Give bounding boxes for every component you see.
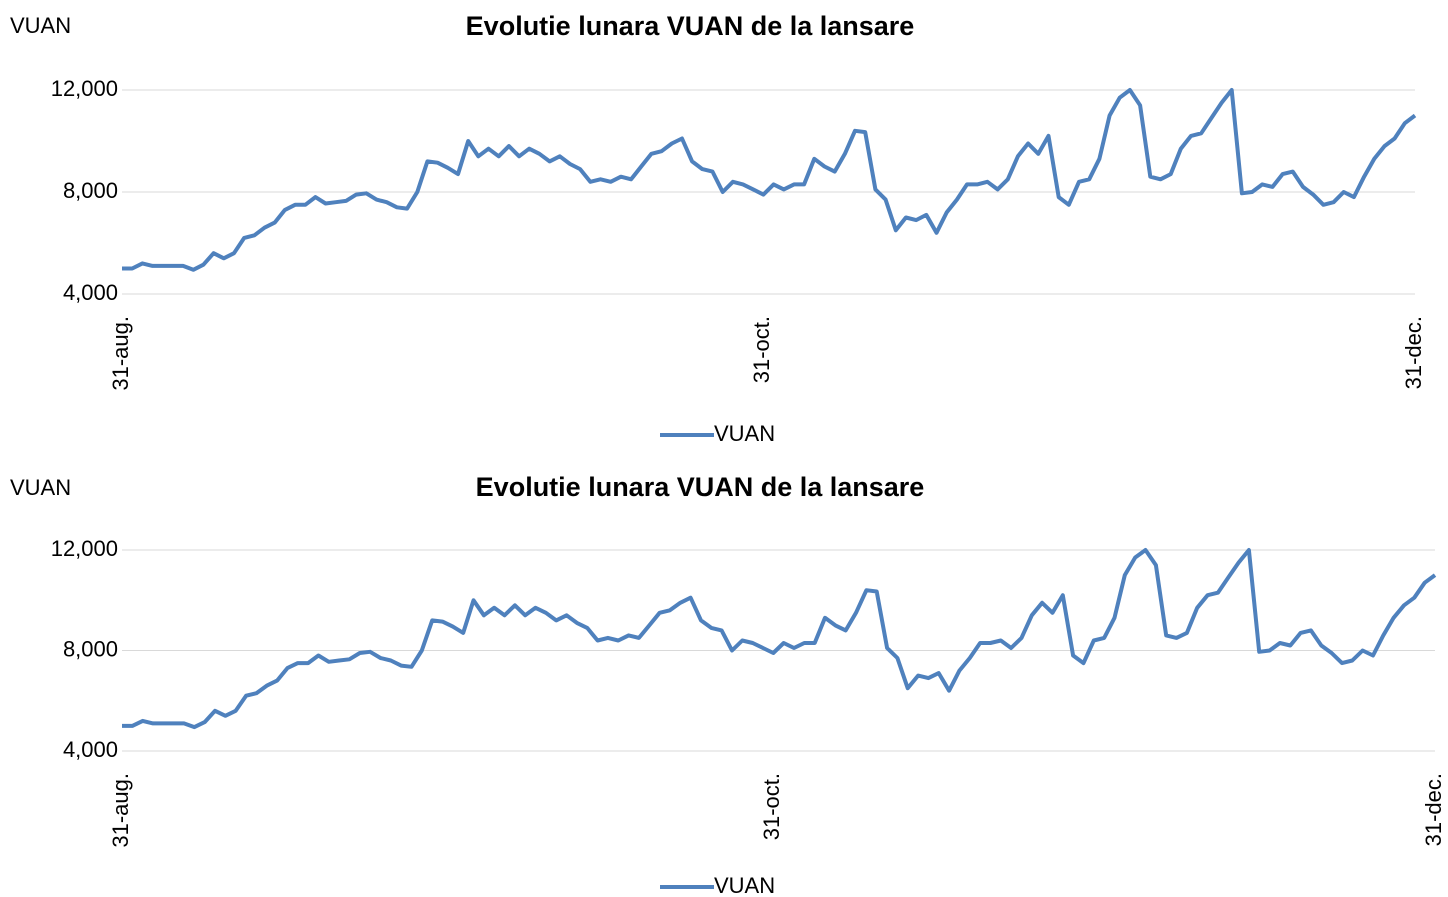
y-axis-label: VUAN [10,13,71,38]
legend-label: VUAN [714,421,775,446]
y-axis-label: VUAN [10,475,71,500]
x-tick-label: 31-aug. [108,773,133,848]
chart: Evolutie lunara VUAN de la lansare VUAN 4,… [10,11,1426,446]
y-tick-label: 8,000 [63,178,118,203]
line-series [122,548,1437,730]
x-tick-label: 31-dec. [1401,316,1426,389]
chart: Evolutie lunara VUAN de la lansare VUAN 4,… [10,472,1446,897]
chart-title: Evolutie lunara VUAN de la lansare [476,472,925,502]
x-tick-label: 31-dec. [1421,773,1446,846]
y-tick-label: 8,000 [63,636,118,661]
y-tick-label: 12,000 [51,76,118,101]
chart-title: Evolutie lunara VUAN de la lansare [466,11,915,41]
x-tick-label: 31-aug. [108,316,133,391]
x-tick-label: 31-oct. [749,316,774,383]
legend-label: VUAN [714,873,775,897]
line-series [122,88,1417,272]
y-tick-label: 12,000 [51,536,118,561]
y-tick-label: 4,000 [63,737,118,762]
y-tick-label: 4,000 [63,280,118,305]
x-tick-label: 31-oct. [759,773,784,840]
